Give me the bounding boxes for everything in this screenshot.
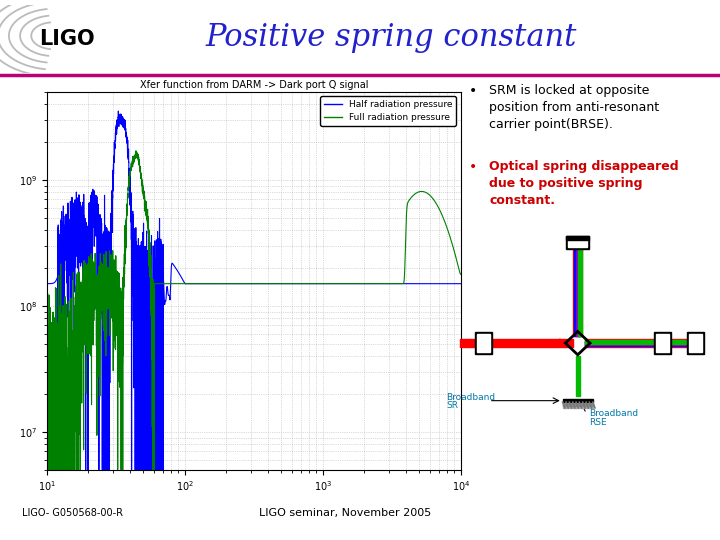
Half radiation pressure xyxy=(118,114,127,121)
Bar xyxy=(656,334,670,352)
Text: LIGO: LIGO xyxy=(39,29,95,49)
Text: Optical spring disappeared
due to positive spring
constant.: Optical spring disappeared due to positi… xyxy=(490,160,679,207)
Bar xyxy=(475,332,492,354)
Bar xyxy=(576,245,581,336)
Half radiation pressure xyxy=(54,467,63,473)
Text: SR: SR xyxy=(446,401,459,410)
Bar xyxy=(585,339,689,347)
Line: Half radiation pressure: Half radiation pressure xyxy=(47,111,461,470)
Half radiation pressure xyxy=(114,108,122,114)
Bar xyxy=(687,332,704,354)
Full radiation pressure xyxy=(312,280,320,287)
Bar xyxy=(563,404,593,406)
Full radiation pressure xyxy=(201,280,210,287)
Text: SRM is locked at opposite
position from anti-resonant
carrier point(BRSE).: SRM is locked at opposite position from … xyxy=(490,84,660,131)
Full radiation pressure xyxy=(383,280,392,287)
Bar xyxy=(576,355,580,396)
Bar xyxy=(566,236,589,240)
Half radiation pressure xyxy=(291,280,300,287)
Bar xyxy=(585,341,689,346)
Bar xyxy=(566,236,589,248)
Text: LIGO seminar, November 2005: LIGO seminar, November 2005 xyxy=(259,508,432,518)
Bar xyxy=(573,245,582,336)
Full radiation pressure xyxy=(117,344,126,350)
Text: •: • xyxy=(469,84,477,98)
Title: Xfer function from DARM -> Dark port Q signal: Xfer function from DARM -> Dark port Q s… xyxy=(140,79,368,90)
Bar xyxy=(585,341,689,345)
Bar xyxy=(654,332,671,354)
Full radiation pressure xyxy=(42,467,51,473)
Bar xyxy=(585,340,689,343)
Half radiation pressure xyxy=(351,280,360,287)
Text: RSE: RSE xyxy=(589,418,606,427)
Bar xyxy=(577,245,582,336)
Bar xyxy=(477,334,490,352)
Text: •: • xyxy=(469,160,477,174)
Bar xyxy=(575,245,580,336)
Line: Full radiation pressure: Full radiation pressure xyxy=(47,151,461,470)
Text: LIGO- G050568-00-R: LIGO- G050568-00-R xyxy=(22,508,122,518)
Bar xyxy=(460,339,573,347)
Half radiation pressure xyxy=(383,280,392,287)
Half radiation pressure xyxy=(42,280,51,287)
Full radiation pressure xyxy=(291,280,300,287)
Full radiation pressure xyxy=(456,271,465,278)
Half radiation pressure xyxy=(201,280,210,287)
Bar xyxy=(563,402,593,408)
Legend: Half radiation pressure, Full radiation pressure: Half radiation pressure, Full radiation … xyxy=(320,96,456,126)
Bar xyxy=(563,399,593,402)
Bar xyxy=(568,237,588,247)
Full radiation pressure xyxy=(351,280,360,287)
Text: Positive spring constant: Positive spring constant xyxy=(206,22,577,53)
Text: Broadband: Broadband xyxy=(446,393,495,402)
Half radiation pressure xyxy=(312,280,320,287)
Text: Broadband: Broadband xyxy=(589,409,638,418)
Half radiation pressure xyxy=(456,280,465,287)
Bar xyxy=(689,334,702,352)
Full radiation pressure xyxy=(132,147,140,154)
